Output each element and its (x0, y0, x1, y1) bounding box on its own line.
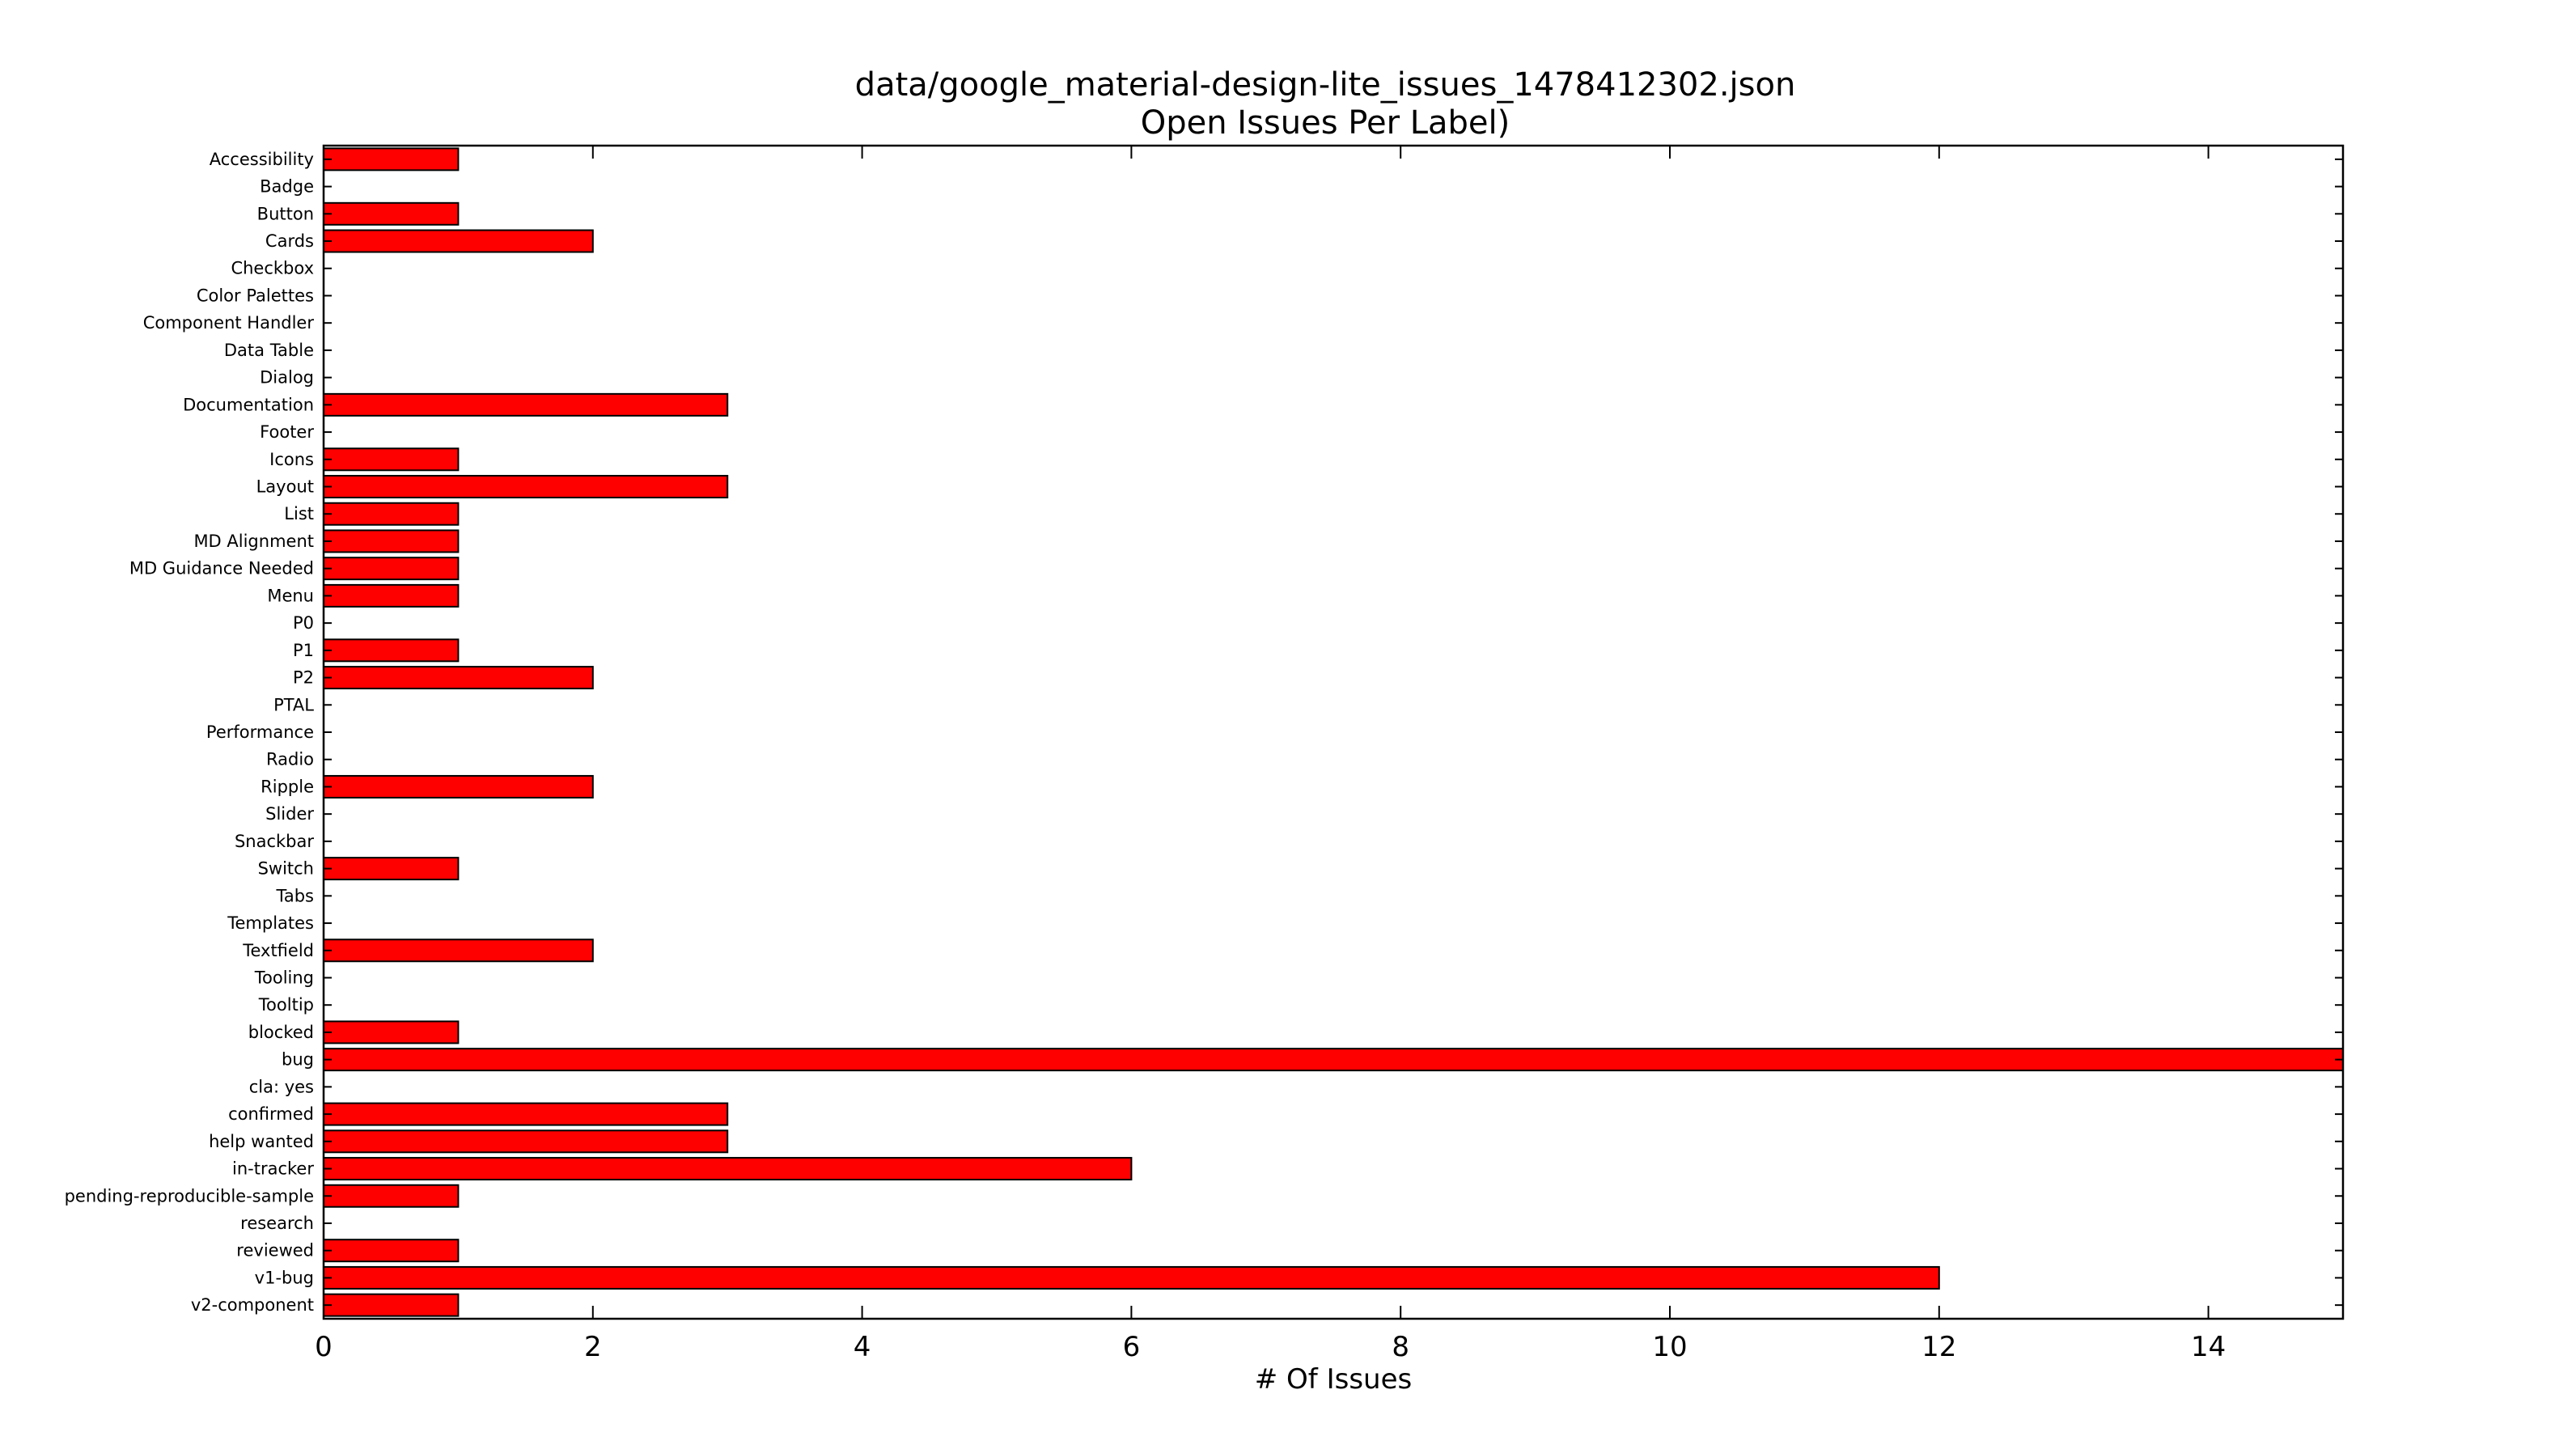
y-tick-label: Icons (269, 450, 314, 469)
x-tick-label: 14 (2191, 1331, 2226, 1363)
bar (323, 529, 460, 553)
x-tick-label: 6 (1123, 1331, 1141, 1363)
y-tick-label: Tabs (276, 886, 315, 905)
y-tick-label: MD Guidance Needed (129, 559, 314, 578)
y-tick-label: Snackbar (235, 832, 314, 851)
y-tick-label: bug (282, 1050, 314, 1070)
x-axis-ticks: 0 2 4 6 8 10 12 14 (315, 146, 2226, 1363)
bar (323, 1157, 1133, 1181)
y-tick-label: P2 (293, 668, 314, 688)
y-tick-label: in-tracker (232, 1159, 314, 1179)
y-tick-label: cla: yes (249, 1077, 314, 1096)
bar (323, 774, 594, 799)
y-tick-label: P1 (293, 641, 314, 660)
x-tick-label: 4 (854, 1331, 871, 1363)
y-tick-label: v2-component (191, 1295, 314, 1315)
y-tick-label: P0 (293, 613, 314, 633)
x-tick-label: 8 (1392, 1331, 1409, 1363)
y-tick-label: Ripple (261, 777, 314, 796)
y-tick-label: Button (257, 204, 314, 223)
bar (323, 1048, 2344, 1072)
x-tick-label: 2 (584, 1331, 602, 1363)
y-tick-label: confirmed (228, 1104, 314, 1124)
y-tick-label: Slider (265, 804, 314, 824)
y-tick-label: PTAL (273, 695, 314, 714)
bar (323, 1184, 460, 1208)
bar (323, 583, 460, 608)
y-tick-label: Radio (266, 750, 314, 769)
y-tick-label: v1-bug (255, 1268, 314, 1287)
x-tick-label: 0 (315, 1331, 333, 1363)
x-tick-label: 10 (1652, 1331, 1687, 1363)
bar (323, 229, 594, 253)
x-axis-label: # Of Issues (1255, 1363, 1412, 1396)
y-tick-label: MD Alignment (193, 532, 314, 551)
bar (323, 502, 460, 526)
bar (323, 1129, 729, 1154)
bar (323, 447, 460, 472)
bar-series (323, 147, 2344, 1317)
bar (323, 392, 729, 417)
bar (323, 1020, 460, 1044)
bar (323, 147, 460, 172)
y-tick-label: Performance (206, 722, 314, 742)
y-tick-label: pending-reproducible-sample (65, 1186, 314, 1205)
bar (323, 857, 460, 881)
y-tick-label: Switch (258, 859, 314, 879)
y-tick-label: Cards (265, 231, 314, 251)
y-tick-label: Layout (256, 477, 314, 497)
y-tick-label: help wanted (209, 1132, 314, 1151)
y-tick-label: Tooling (254, 968, 314, 987)
y-tick-label: Checkbox (231, 259, 314, 278)
plot-frame (322, 144, 2345, 1320)
y-tick-label: reviewed (236, 1241, 314, 1260)
y-tick-label: Badge (260, 177, 314, 197)
y-tick-label: research (240, 1214, 314, 1233)
y-axis-ticks: Accessibility Badge Button Cards Checkbox Col… (65, 150, 2343, 1315)
y-tick-label: Menu (267, 586, 314, 605)
y-tick-label: Component Handler (143, 313, 315, 333)
chart-title: data/google_material-design-lite_issues_… (855, 66, 1796, 104)
y-tick-label: Footer (260, 422, 314, 442)
y-tick-label: Accessibility (210, 150, 314, 169)
y-tick-label: Documentation (183, 395, 314, 414)
bar (323, 1265, 1940, 1290)
bar (323, 201, 460, 226)
y-tick-label: blocked (248, 1023, 314, 1042)
bar (323, 666, 594, 690)
x-tick-label: 12 (1921, 1331, 1956, 1363)
y-tick-label: Templates (227, 913, 314, 933)
y-tick-label: Dialog (260, 368, 314, 388)
bar (323, 638, 460, 663)
bar (323, 475, 729, 498)
bar (323, 557, 460, 581)
bar (323, 1293, 460, 1317)
bar (323, 938, 594, 963)
y-tick-label: List (284, 504, 314, 523)
bar (323, 1239, 460, 1263)
bar (323, 1102, 729, 1126)
y-tick-label: Textfield (242, 941, 314, 960)
chart-subtitle: Open Issues Per Label) (1141, 104, 1510, 142)
y-tick-label: Tooltip (258, 995, 314, 1015)
y-tick-label: Data Table (224, 341, 314, 360)
y-tick-label: Color Palettes (197, 286, 314, 305)
